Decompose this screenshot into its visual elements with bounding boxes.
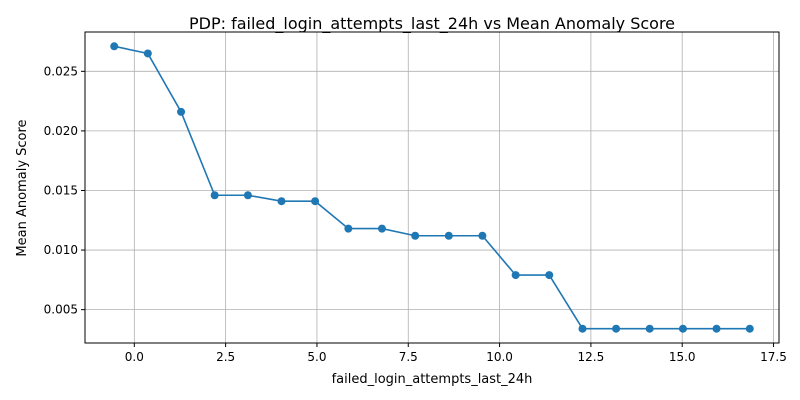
- x-axis-label: failed_login_attempts_last_24h: [332, 372, 533, 387]
- data-point: [411, 231, 420, 240]
- data-point: [243, 191, 252, 200]
- y-tick-label: 0.010: [44, 243, 78, 257]
- data-point: [143, 49, 152, 58]
- y-tick-label: 0.005: [44, 303, 78, 317]
- y-tick-label: 0.020: [44, 124, 78, 138]
- data-point: [478, 231, 487, 240]
- x-axis-ticks: 0.0 2.5 5.0 7.5 10.0 12.5 15.0 17.5: [125, 343, 787, 364]
- data-point: [545, 271, 554, 280]
- x-tick-label: 15.0: [669, 350, 696, 364]
- data-point: [645, 324, 654, 333]
- chart-title: PDP: failed_login_attempts_last_24h vs M…: [189, 14, 675, 34]
- y-axis-label: Mean Anomaly Score: [15, 119, 30, 256]
- y-axis-ticks: 0.005 0.010 0.015 0.020 0.025: [44, 64, 85, 317]
- data-point: [311, 197, 320, 206]
- x-tick-label: 10.0: [486, 350, 513, 364]
- x-tick-label: 12.5: [578, 350, 605, 364]
- series-line: [114, 45, 750, 330]
- x-tick-label: 2.5: [216, 350, 235, 364]
- data-point: [745, 324, 754, 333]
- data-point: [578, 324, 587, 333]
- y-tick-label: 0.025: [44, 64, 78, 78]
- data-point: [210, 191, 219, 200]
- data-points: [110, 42, 754, 333]
- data-point: [678, 324, 687, 333]
- grid: [85, 32, 779, 343]
- y-tick-label: 0.015: [44, 183, 78, 197]
- plot-area: [84, 31, 780, 344]
- data-point: [511, 271, 520, 280]
- data-point: [277, 197, 286, 206]
- x-tick-label: 0.0: [125, 350, 144, 364]
- x-tick-label: 7.5: [399, 350, 418, 364]
- data-point: [444, 231, 453, 240]
- data-point: [377, 224, 386, 233]
- data-point: [177, 107, 186, 116]
- data-point: [344, 224, 353, 233]
- x-tick-label: 17.5: [760, 350, 787, 364]
- data-point: [712, 324, 721, 333]
- x-tick-label: 5.0: [307, 350, 326, 364]
- data-point: [612, 324, 621, 333]
- data-point: [110, 42, 119, 51]
